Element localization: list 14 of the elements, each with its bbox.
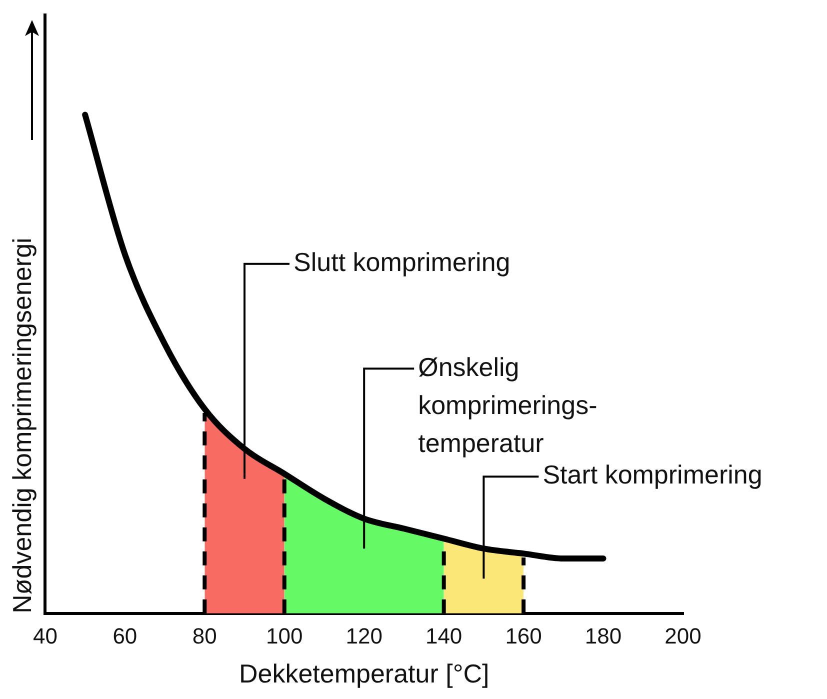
text: Start komprimering (542, 460, 762, 490)
x-tick-label: 100 (266, 624, 303, 649)
x-tick-label: 140 (425, 624, 462, 649)
x-tick-label: 160 (505, 624, 542, 649)
text: Slutt komprimering (294, 247, 510, 278)
text: Ønskelig komprimerings- temperatur (418, 352, 598, 458)
x-tick-label: 80 (192, 624, 217, 649)
x-tick-label: 120 (346, 624, 382, 649)
x-tick-label: 60 (112, 624, 138, 649)
x-tick-label: 40 (32, 624, 58, 649)
x-tick-label: 200 (664, 624, 702, 649)
x-axis-title: Dekketemperatur [°C] (238, 658, 490, 689)
y-axis-title: Nødvendig komprimeringsenergi (6, 238, 37, 614)
x-tick-label: 180 (584, 624, 622, 649)
